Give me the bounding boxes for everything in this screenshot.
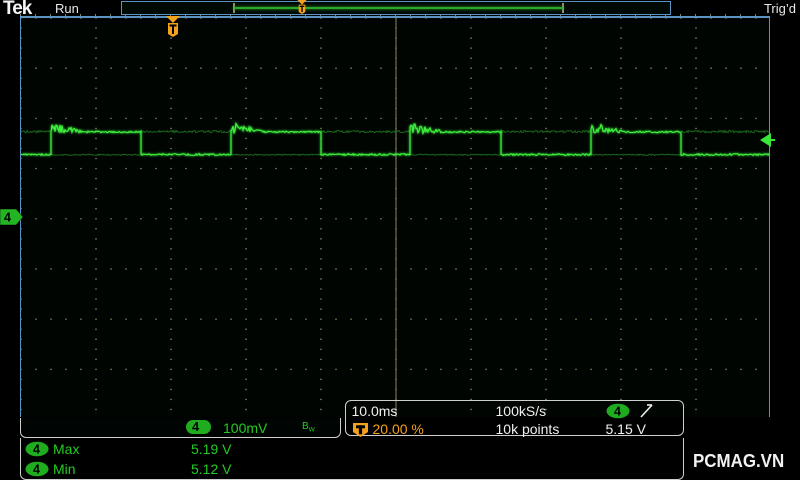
svg-text:4: 4 bbox=[33, 443, 40, 457]
svg-text:4: 4 bbox=[33, 463, 40, 477]
svg-text:4: 4 bbox=[4, 211, 11, 225]
svg-text:4: 4 bbox=[614, 405, 621, 419]
